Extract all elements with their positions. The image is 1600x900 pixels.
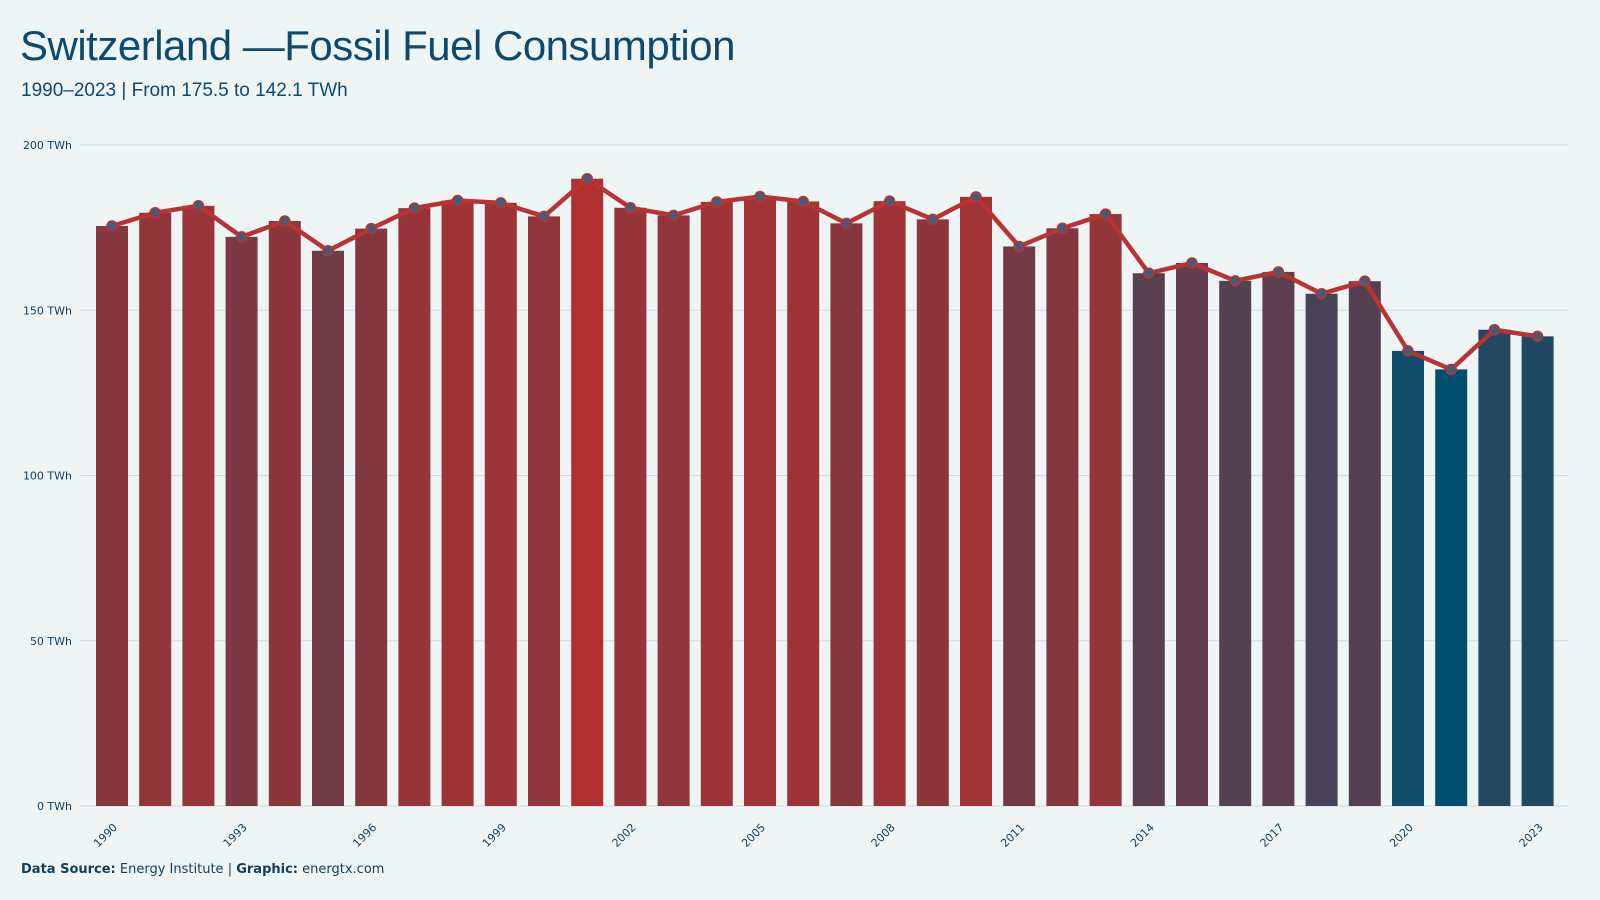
bar-1998 bbox=[441, 200, 474, 807]
footer-credits: Data Source: Energy Institute | Graphic:… bbox=[21, 862, 384, 877]
point-1998 bbox=[451, 194, 464, 207]
bar-2002 bbox=[614, 207, 647, 807]
bar-2001 bbox=[571, 178, 604, 806]
point-2002 bbox=[624, 202, 637, 214]
x-tick-label: 2008 bbox=[869, 821, 898, 850]
point-2013 bbox=[1099, 208, 1112, 220]
bar-2018 bbox=[1305, 293, 1338, 807]
graphic-value: energtx.com bbox=[302, 862, 385, 877]
bar-2023 bbox=[1521, 336, 1554, 806]
bar-2007 bbox=[830, 223, 863, 807]
point-2016 bbox=[1229, 275, 1241, 287]
point-1996 bbox=[365, 222, 377, 235]
point-1997 bbox=[408, 202, 421, 214]
y-tick-label: 0 TWh bbox=[37, 800, 72, 813]
chart-subtitle: 1990–2023 | From 175.5 to 142.1 TWh bbox=[21, 80, 348, 101]
trend-line bbox=[109, 176, 1540, 372]
y-tick-label: 100 TWh bbox=[23, 470, 72, 483]
point-1992 bbox=[192, 200, 205, 212]
point-1990 bbox=[106, 220, 118, 232]
bar-1995 bbox=[312, 250, 344, 806]
bar-2015 bbox=[1176, 262, 1208, 806]
bar-1994 bbox=[268, 221, 301, 806]
point-2019 bbox=[1359, 275, 1371, 287]
point-1994 bbox=[279, 215, 291, 227]
x-tick-label: 2011 bbox=[998, 821, 1027, 850]
point-1999 bbox=[495, 197, 507, 209]
x-tick-label: 2014 bbox=[1128, 821, 1157, 850]
y-tick-label: 150 TWh bbox=[23, 304, 72, 317]
point-2006 bbox=[797, 195, 809, 208]
point-2010 bbox=[970, 191, 982, 203]
bar-2006 bbox=[787, 201, 820, 806]
point-1991 bbox=[149, 207, 161, 219]
line-layer bbox=[106, 172, 1544, 376]
point-2018 bbox=[1315, 287, 1328, 300]
point-1995 bbox=[322, 245, 334, 257]
y-tick-label: 50 TWh bbox=[30, 635, 72, 648]
point-2021 bbox=[1445, 363, 1457, 376]
point-2000 bbox=[538, 210, 550, 223]
bar-2005 bbox=[744, 196, 776, 807]
x-tick-label: 2020 bbox=[1387, 821, 1416, 850]
point-2004 bbox=[711, 196, 723, 208]
x-tick-label: 1996 bbox=[350, 821, 379, 850]
footer-separator: | bbox=[227, 862, 233, 877]
bar-1990 bbox=[96, 225, 128, 806]
bar-1997 bbox=[398, 208, 431, 807]
bar-2000 bbox=[528, 216, 560, 806]
chart-title: Switzerland —Fossil Fuel Consumption bbox=[20, 22, 735, 69]
bar-1999 bbox=[484, 202, 517, 806]
bar-1996 bbox=[355, 228, 388, 806]
x-tick-label: 1993 bbox=[221, 821, 250, 850]
point-2020 bbox=[1402, 345, 1414, 357]
source-value: Energy Institute bbox=[119, 862, 224, 877]
point-2008 bbox=[883, 195, 896, 207]
bar-2016 bbox=[1219, 280, 1252, 806]
x-tick-label: 1990 bbox=[91, 821, 120, 850]
point-1993 bbox=[235, 231, 248, 243]
bar-2004 bbox=[700, 201, 733, 806]
x-tick-label: 2002 bbox=[610, 821, 639, 850]
bar-2011 bbox=[1003, 246, 1036, 806]
graphic-label: Graphic: bbox=[236, 862, 298, 877]
bar-2022 bbox=[1478, 329, 1511, 806]
x-tick-label: 2017 bbox=[1258, 821, 1287, 850]
x-axis: 1990 1993 1996 1999 2002 2005 2008 2011 2014 2017… bbox=[91, 821, 1546, 850]
point-2023 bbox=[1531, 330, 1544, 343]
point-2003 bbox=[667, 209, 680, 222]
point-2015 bbox=[1186, 257, 1198, 269]
bar-2013 bbox=[1089, 214, 1122, 807]
bar-1993 bbox=[225, 236, 258, 806]
x-tick-label: 2023 bbox=[1517, 821, 1546, 850]
point-2022 bbox=[1488, 323, 1501, 336]
point-2009 bbox=[927, 213, 939, 226]
source-label: Data Source: bbox=[21, 862, 116, 877]
bar-2020 bbox=[1392, 350, 1424, 806]
x-tick-label: 1999 bbox=[480, 821, 509, 850]
bar-2019 bbox=[1348, 281, 1381, 806]
point-2014 bbox=[1143, 267, 1155, 279]
bar-2012 bbox=[1046, 228, 1079, 806]
bar-2014 bbox=[1132, 273, 1165, 806]
point-2011 bbox=[1013, 240, 1025, 253]
point-2012 bbox=[1056, 222, 1069, 235]
point-2017 bbox=[1272, 266, 1285, 278]
point-2007 bbox=[840, 217, 853, 230]
bars-layer bbox=[96, 178, 1554, 807]
bar-2017 bbox=[1262, 271, 1295, 806]
point-2001 bbox=[581, 172, 593, 185]
x-tick-label: 2005 bbox=[739, 821, 768, 850]
bar-2009 bbox=[916, 219, 949, 807]
bar-2003 bbox=[657, 215, 690, 807]
bar-2010 bbox=[960, 196, 992, 807]
bar-2008 bbox=[873, 201, 906, 806]
bar-2021 bbox=[1435, 369, 1468, 806]
y-tick-label: 200 TWh bbox=[23, 139, 72, 152]
bar-1991 bbox=[139, 212, 172, 806]
point-2005 bbox=[754, 190, 766, 203]
bar-1992 bbox=[182, 205, 215, 806]
